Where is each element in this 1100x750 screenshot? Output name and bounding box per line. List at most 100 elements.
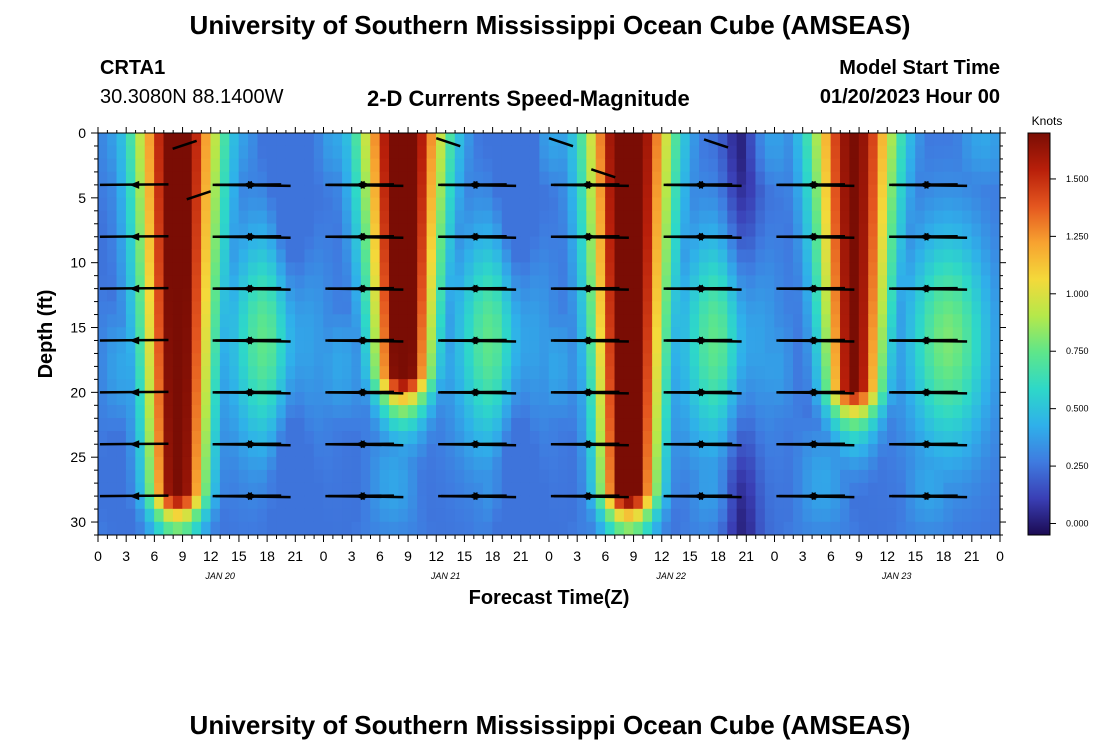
heatmap-cell [370, 275, 381, 289]
heatmap-cell [107, 288, 118, 302]
heatmap-cell [980, 314, 991, 328]
heatmap-cell [576, 482, 587, 497]
heatmap-cell [398, 210, 409, 225]
heatmap-cell [229, 482, 240, 497]
heatmap-cell [670, 262, 681, 276]
heatmap-cell [717, 158, 728, 173]
heatmap-cell [755, 418, 766, 432]
heatmap-cell [248, 443, 258, 458]
vector-arrowhead [467, 336, 478, 345]
heatmap-cell [351, 210, 362, 225]
heatmap-cell [943, 340, 954, 354]
y-tick-label: 5 [78, 190, 86, 206]
heatmap-cell [125, 262, 136, 276]
heatmap-cell [849, 210, 860, 225]
heatmap-cell [708, 353, 719, 367]
heatmap-cell [182, 340, 193, 354]
heatmap-cell [154, 145, 165, 160]
heatmap-cell [924, 379, 935, 393]
heatmap-cell [163, 223, 174, 237]
heatmap-cell [605, 236, 616, 250]
heatmap-cell [623, 340, 634, 354]
heatmap-cell [952, 469, 963, 484]
heatmap-cell [295, 353, 305, 367]
heatmap-cell [426, 366, 437, 380]
heatmap-cell [680, 133, 691, 147]
heatmap-cell [642, 288, 653, 302]
heatmap-cell [633, 353, 644, 367]
heatmap-cell [670, 353, 681, 367]
x-tick-label: 3 [799, 548, 807, 564]
heatmap-cell [116, 184, 127, 199]
heatmap-cell [436, 379, 446, 393]
heatmap-cell [473, 482, 484, 497]
heatmap-cell [144, 469, 155, 484]
heatmap-cell [529, 482, 540, 497]
heatmap-cell [605, 210, 616, 225]
heatmap-cell [962, 353, 973, 367]
heatmap-cell [868, 379, 879, 393]
heatmap-cell [849, 456, 860, 471]
heatmap-cell [699, 340, 709, 354]
heatmap-cell [379, 236, 390, 250]
heatmap-cell [802, 262, 813, 276]
heatmap-cell [840, 145, 850, 160]
heatmap-cell [116, 431, 127, 445]
heatmap-cell [464, 158, 475, 173]
heatmap-cell [943, 379, 954, 393]
heatmap-cell [182, 133, 193, 147]
heatmap-cell [238, 236, 249, 250]
heatmap-cell [802, 405, 813, 419]
heatmap-cell [360, 262, 371, 276]
heatmap-cell [482, 249, 493, 263]
heatmap-cell [849, 275, 860, 289]
heatmap-cell [558, 223, 569, 237]
heatmap-cell [201, 301, 211, 315]
heatmap-cell [360, 431, 371, 445]
heatmap-cell [304, 171, 315, 186]
heatmap-cell [774, 327, 785, 341]
heatmap-cell [116, 223, 127, 237]
heatmap-cell [511, 133, 522, 147]
heatmap-cell [107, 508, 118, 523]
heatmap-cell [605, 171, 616, 186]
heatmap-cell [445, 314, 456, 328]
heatmap-cell [849, 418, 860, 432]
heatmap-cell [642, 340, 653, 354]
heatmap-cell [323, 456, 334, 471]
x-tick-label: 9 [855, 548, 863, 564]
heatmap-cell [238, 158, 249, 173]
heatmap-cell [342, 443, 352, 458]
heatmap-cell [727, 340, 738, 354]
heatmap-cell [793, 495, 803, 510]
heatmap-cell [135, 508, 146, 523]
heatmap-cell [699, 469, 709, 484]
heatmap-cell [680, 210, 691, 225]
heatmap-cell [370, 379, 381, 393]
heatmap-cell [492, 443, 503, 458]
heatmap-cell [520, 262, 531, 276]
heatmap-cell [182, 508, 193, 523]
heatmap-cell [266, 184, 277, 199]
heatmap-cell [454, 236, 465, 250]
heatmap-cell [295, 469, 305, 484]
heatmap-cell [107, 249, 118, 263]
heatmap-cell [764, 340, 775, 354]
heatmap-cell [558, 145, 569, 160]
heatmap-cell [125, 353, 136, 367]
heatmap-cell [501, 495, 512, 510]
heatmap-cell [144, 133, 155, 147]
heatmap-cell [332, 223, 343, 237]
heatmap-cell [426, 327, 437, 341]
heatmap-cell [793, 392, 803, 406]
x-tick-label: 9 [630, 548, 638, 564]
heatmap-cell [868, 469, 879, 484]
heatmap-cell [276, 133, 287, 147]
heatmap-cell [529, 288, 540, 302]
heatmap-cell [558, 392, 569, 406]
heatmap-cell [980, 133, 991, 147]
heatmap-cell [257, 262, 268, 276]
heatmap-cell [539, 301, 550, 315]
heatmap-cell [905, 236, 916, 250]
heatmap-cell [219, 145, 230, 160]
